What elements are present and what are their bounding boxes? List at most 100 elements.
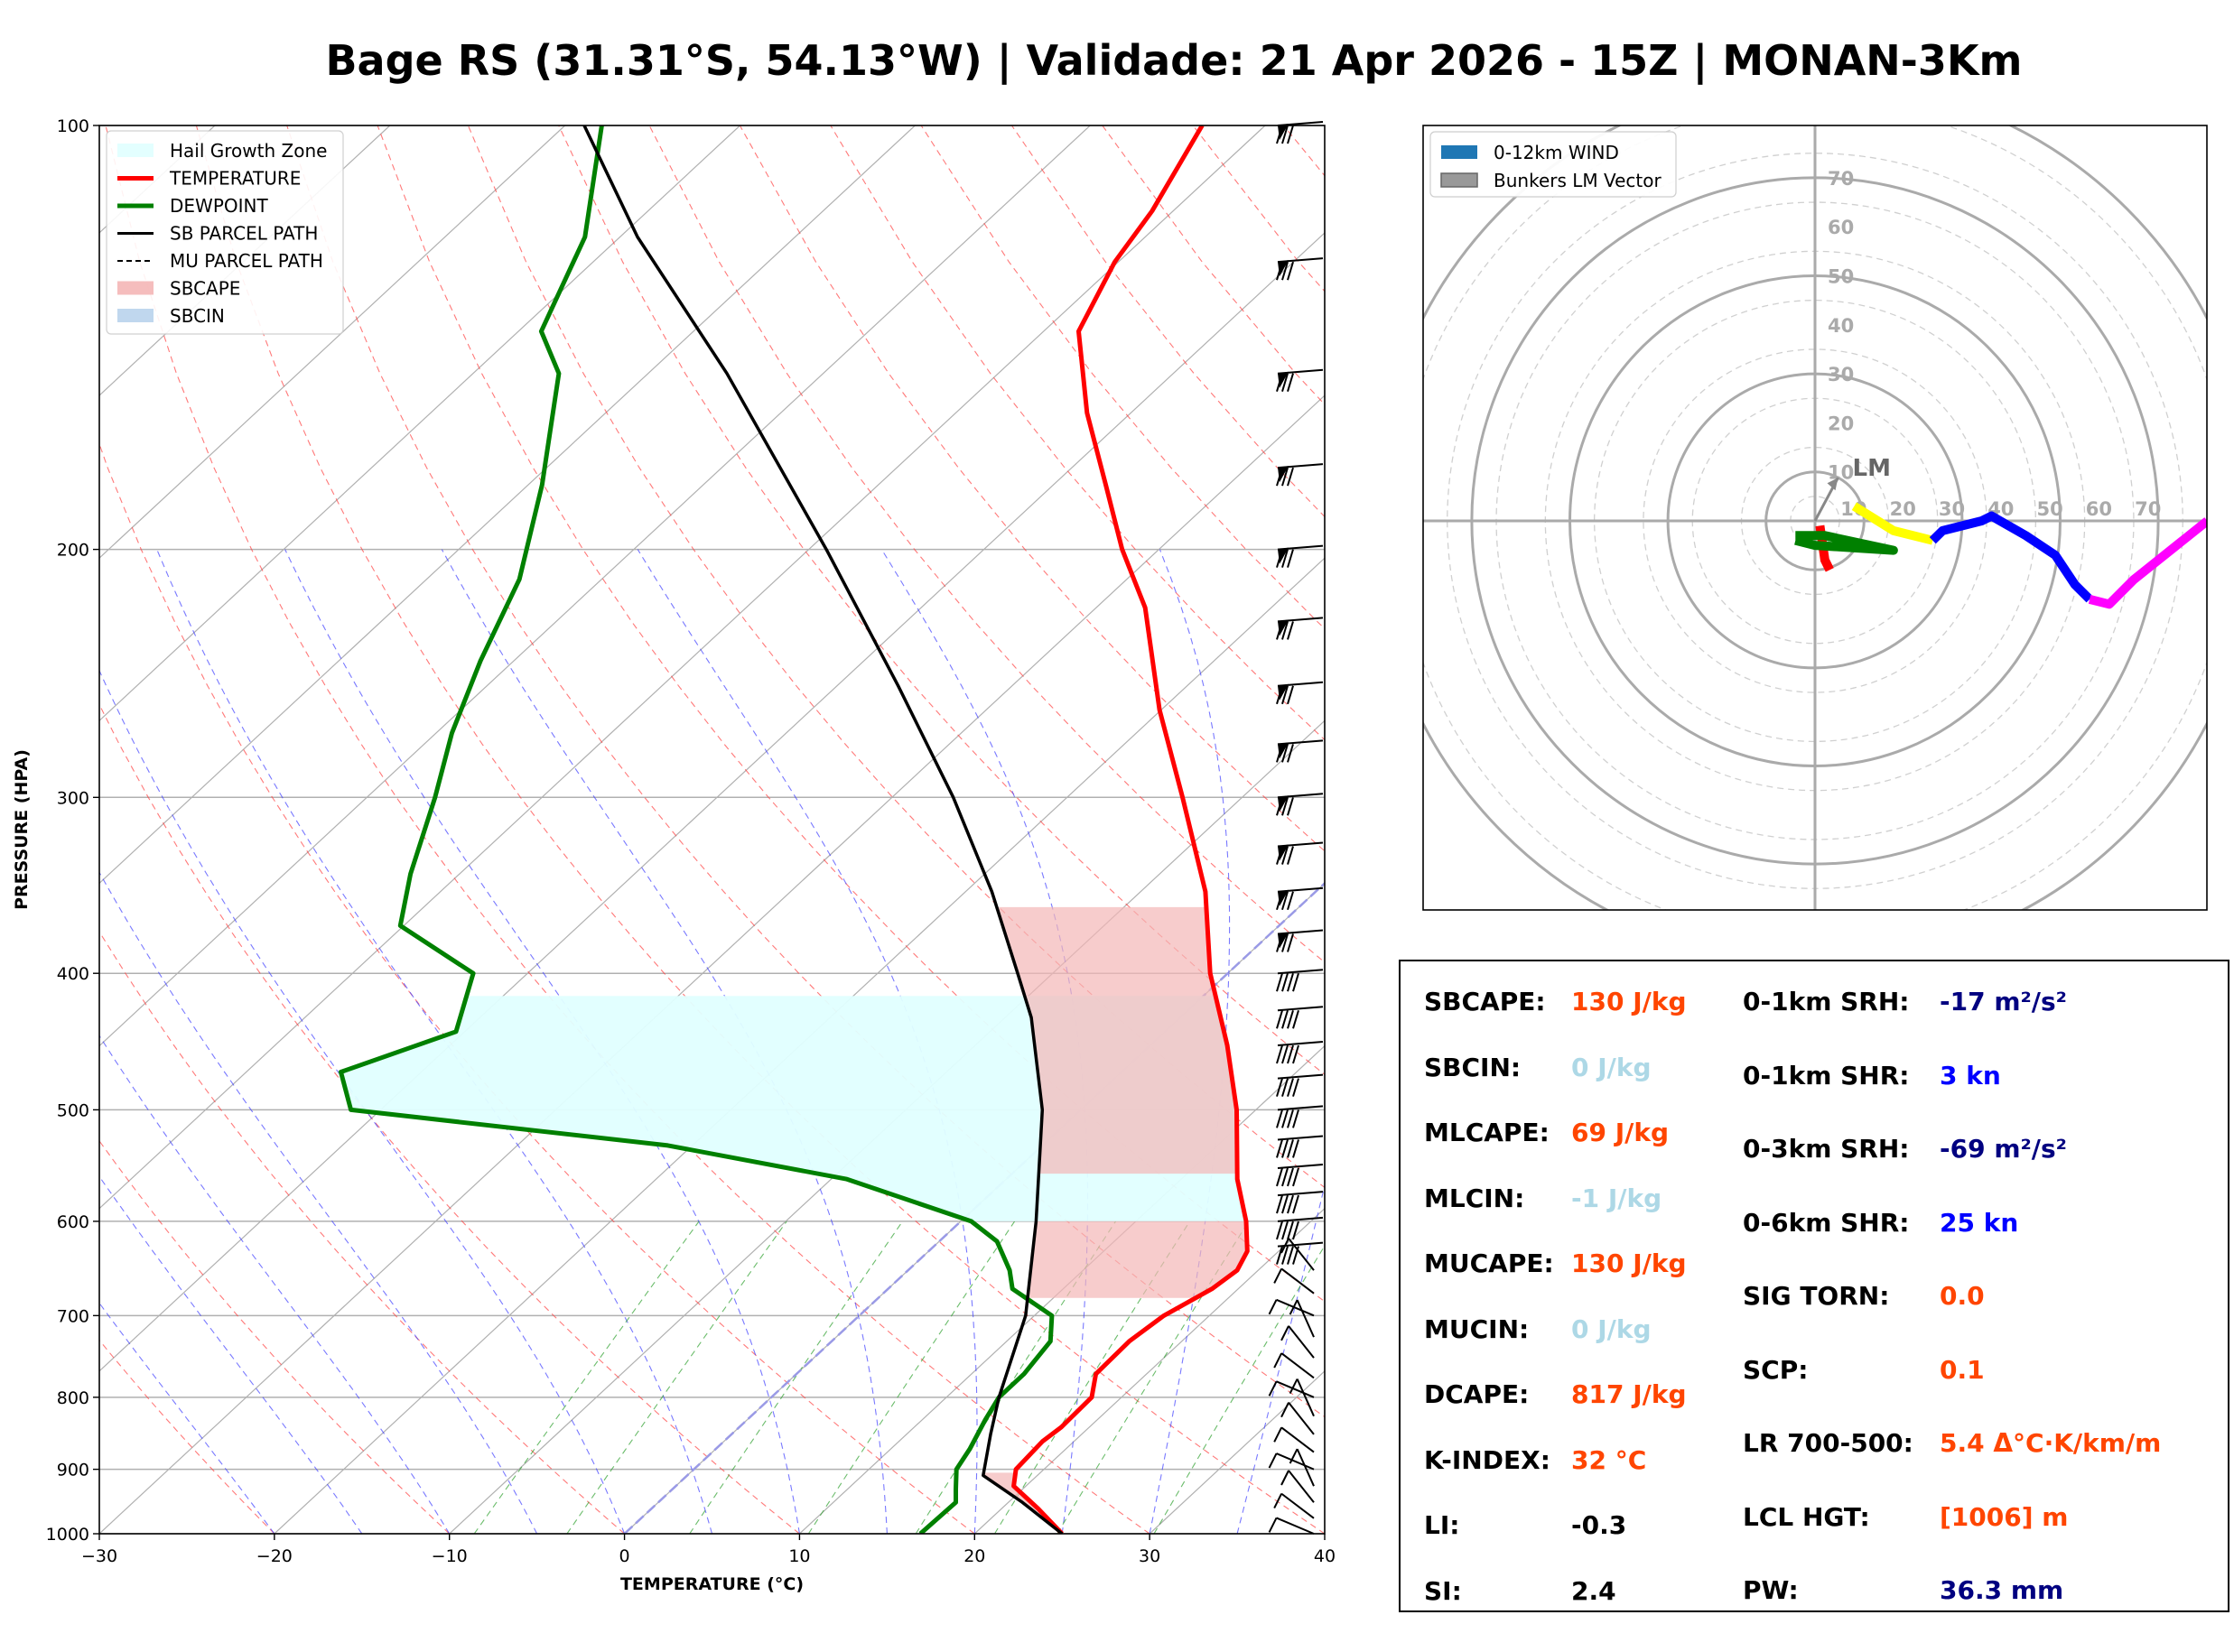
- mixing-ratio-line: [1056, 1220, 1250, 1534]
- wind-barb-feather: [1276, 1139, 1283, 1158]
- legend-box: [106, 130, 344, 335]
- freezing-isotherm: [623, 881, 1325, 1534]
- wind-barb: [1280, 1325, 1315, 1359]
- mixing-ratio-line: [1153, 1244, 1325, 1534]
- wind-barb-feather: [1281, 891, 1289, 911]
- wind-barb: [1276, 1006, 1324, 1029]
- wind-barb-shaft: [1277, 1006, 1324, 1012]
- wind-barb-shaft: [1277, 1073, 1324, 1080]
- moist-adiabat: [441, 549, 888, 1534]
- wind-barb-feather: [1281, 1167, 1289, 1187]
- wind-barb-shaft: [1277, 1216, 1324, 1222]
- param-label: SI:: [1424, 1575, 1462, 1606]
- param-label: PW:: [1743, 1575, 1799, 1605]
- wind-barb: [1276, 617, 1324, 640]
- param-label: MUCAPE:: [1424, 1248, 1554, 1278]
- legend-swatch: [1441, 145, 1477, 159]
- wind-barb-feather: [1292, 972, 1299, 992]
- wind-barb-feather: [1287, 261, 1294, 281]
- legend-swatch: [117, 309, 154, 322]
- wind-barb: [1276, 1135, 1324, 1158]
- moist-adiabat: [99, 1175, 363, 1534]
- lm-label: LM: [1853, 455, 1891, 482]
- param-label: 0-1km SHR:: [1743, 1060, 1910, 1091]
- wind-barb-shaft: [1277, 1105, 1324, 1111]
- wind-barb-feather: [1292, 1246, 1299, 1265]
- hodograph-ring-label: 20: [1828, 413, 1854, 434]
- wind-barb-shaft: [1277, 1163, 1324, 1169]
- wind-barb-feather: [1292, 1109, 1299, 1128]
- isotherm-line: [99, 394, 1325, 1534]
- x-axis-label: TEMPERATURE (°C): [620, 1574, 804, 1594]
- moist-adiabat: [156, 549, 713, 1534]
- legend-box: [1429, 131, 1677, 198]
- legend-swatch: [1440, 172, 1478, 188]
- wind-barb-feather: [1276, 1246, 1283, 1265]
- wind-barb: [1268, 1452, 1315, 1471]
- wind-barb-shaft: [1277, 969, 1324, 975]
- legend-label: Bunkers LM Vector: [1494, 170, 1662, 191]
- wind-barb: [1276, 1191, 1324, 1214]
- param-value: 0.1: [1940, 1354, 1985, 1385]
- dewpoint-line: [339, 125, 1055, 1534]
- param-label: K-INDEX:: [1424, 1444, 1550, 1475]
- wind-barb-feather: [1273, 1268, 1283, 1284]
- temperature-line: [1011, 125, 1250, 1534]
- param-label: SIG TORN:: [1743, 1281, 1890, 1311]
- param-value: 3 kn: [1940, 1060, 2001, 1091]
- y-tick-label: 100: [57, 116, 89, 136]
- wind-barb-feather: [1287, 1009, 1294, 1029]
- wind-barb: [1289, 1448, 1315, 1487]
- y-tick-label: 500: [57, 1100, 89, 1120]
- wind-barb-flag: [1278, 683, 1289, 701]
- wind-barb-feather: [1268, 1517, 1278, 1533]
- mixing-ratio-line: [689, 1220, 903, 1534]
- hodograph-frame: [1422, 125, 2208, 911]
- wind-barb-feather: [1276, 891, 1283, 911]
- wind-barb-feather: [1281, 1078, 1289, 1097]
- x-tick-label: 30: [1139, 1546, 1160, 1566]
- dry-adiabat: [377, 125, 1325, 1303]
- bunkers-lm-arrowhead: [1827, 478, 1838, 491]
- page-title: Bage RS (31.31°S, 54.13°W) | Validade: 2…: [325, 36, 2023, 85]
- wind-barb-feather: [1287, 621, 1294, 640]
- legend-swatch: [117, 281, 154, 295]
- wind-barb-feather: [1276, 373, 1283, 392]
- wind-barb-shaft: [1277, 1041, 1324, 1047]
- param-label: MUCIN:: [1424, 1313, 1530, 1344]
- wind-barb: [1276, 739, 1324, 763]
- legend-label: SBCAPE: [170, 278, 240, 300]
- sb-parcel-path-line: [582, 125, 1064, 1534]
- hodograph-ring-label: 30: [1828, 364, 1854, 385]
- wind-barb-shaft: [1288, 1402, 1315, 1435]
- hodograph-legend: 0-12km WIND Bunkers LM Vector: [1429, 131, 1677, 198]
- wind-barb-feather: [1273, 1426, 1283, 1443]
- wind-barb-flag: [1278, 547, 1289, 564]
- wind-barb-flag: [1278, 932, 1289, 949]
- wind-barb-feather: [1268, 1299, 1278, 1315]
- hodograph-ring-label: 50: [1828, 266, 1854, 288]
- wind-barb-shaft: [1276, 1298, 1315, 1317]
- x-tick-label: 20: [963, 1546, 985, 1566]
- wind-barb-feather: [1287, 373, 1294, 392]
- wind-barb-feather: [1268, 1380, 1278, 1397]
- param-value: -1 J/kg: [1571, 1183, 1662, 1213]
- dry-adiabat: [99, 931, 625, 1534]
- wind-barb-feather: [1292, 1044, 1299, 1064]
- wind-barb-feather: [1276, 1044, 1283, 1064]
- wind-barb-feather: [1281, 125, 1289, 144]
- wind-barb-feather: [1287, 1044, 1294, 1064]
- wind-barb: [1276, 793, 1324, 816]
- wind-barb-shaft: [1296, 1378, 1315, 1417]
- wind-barb-feather: [1268, 1452, 1278, 1469]
- wind-barb: [1268, 1380, 1315, 1398]
- dry-adiabat: [467, 125, 1325, 1189]
- hodograph-ring-label: 60: [1828, 217, 1854, 238]
- wind-barb-shaft: [1288, 1470, 1315, 1503]
- legend-label: DEWPOINT: [170, 195, 268, 217]
- wind-barb-feather: [1289, 1378, 1299, 1395]
- wind-barb: [1268, 1298, 1315, 1317]
- wind-barb-flag: [1278, 466, 1289, 483]
- mixing-ratio-line: [566, 1220, 787, 1534]
